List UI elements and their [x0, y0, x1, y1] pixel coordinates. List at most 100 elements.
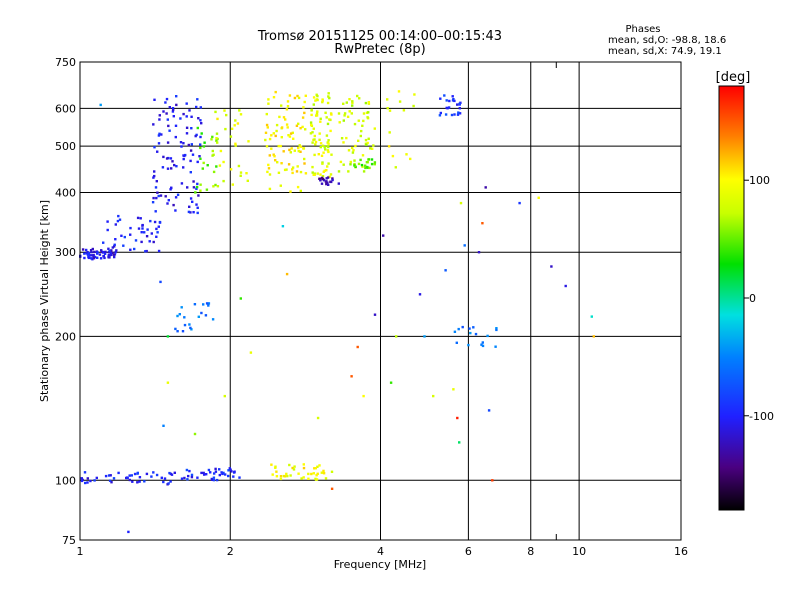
data-point [368, 166, 371, 170]
data-point [472, 326, 475, 329]
data-point [185, 126, 189, 129]
data-point [389, 381, 393, 384]
data-point [173, 471, 176, 474]
data-point [215, 139, 218, 142]
data-point [179, 141, 183, 144]
data-point [451, 95, 454, 98]
data-point [192, 186, 196, 189]
data-point [90, 254, 93, 257]
data-point [491, 479, 494, 482]
y-tick-label: 600 [55, 102, 76, 115]
data-point [187, 143, 190, 147]
data-point [143, 231, 146, 234]
data-point [318, 132, 321, 135]
data-point [444, 269, 447, 272]
data-point [366, 165, 369, 169]
data-point [125, 476, 128, 480]
data-point [326, 176, 330, 179]
data-point [175, 103, 178, 107]
data-point [268, 137, 272, 141]
data-point [90, 250, 93, 254]
data-point [227, 469, 230, 472]
data-point [189, 159, 192, 163]
data-point [197, 117, 200, 120]
data-point [494, 345, 497, 348]
data-point [289, 474, 292, 477]
data-point [298, 144, 301, 147]
data-point [292, 468, 296, 471]
data-point [190, 127, 193, 130]
data-point [234, 142, 237, 145]
chart-title-line2: RwPretec (8p) [334, 42, 425, 57]
data-point [145, 249, 148, 253]
data-point [172, 203, 175, 207]
data-point [297, 122, 300, 125]
data-point [214, 467, 217, 471]
data-point [316, 472, 319, 475]
data-point [318, 138, 321, 141]
data-point [481, 344, 485, 348]
data-point [216, 185, 220, 188]
data-point [364, 138, 368, 142]
data-point [277, 144, 280, 148]
data-point [280, 136, 283, 139]
data-point [322, 151, 325, 154]
data-point [179, 117, 182, 120]
data-point [192, 211, 195, 214]
data-point [353, 159, 356, 162]
data-point [316, 172, 319, 175]
data-point [357, 162, 361, 166]
data-point [166, 381, 170, 384]
data-point [351, 100, 354, 103]
data-point [303, 100, 306, 104]
data-point [207, 304, 210, 307]
data-point [371, 147, 374, 150]
data-point [196, 182, 199, 186]
data-point [370, 158, 374, 161]
data-point [354, 165, 357, 168]
data-point [456, 103, 459, 106]
data-point [109, 252, 113, 255]
data-point [93, 250, 96, 254]
data-point [229, 168, 233, 171]
data-point [228, 467, 231, 470]
colorbar-tick-label: 100 [749, 174, 770, 187]
data-point [337, 182, 340, 185]
data-point [303, 157, 306, 161]
data-point [181, 330, 185, 333]
data-point [112, 477, 116, 480]
data-point [463, 244, 466, 247]
data-point [145, 472, 149, 476]
data-point [211, 149, 214, 153]
data-point [319, 120, 322, 123]
data-point [273, 155, 276, 158]
data-point [143, 480, 146, 483]
data-point [189, 326, 192, 330]
data-point [171, 110, 175, 113]
data-point [224, 473, 227, 476]
data-point [486, 334, 489, 338]
data-point [129, 248, 132, 251]
data-point [231, 183, 234, 186]
data-point [152, 196, 155, 200]
data-point [394, 166, 397, 169]
data-point [158, 118, 161, 121]
data-point [233, 471, 236, 474]
data-point [202, 161, 205, 165]
data-point [81, 248, 85, 251]
data-point [186, 186, 189, 189]
data-point [304, 94, 307, 97]
data-point [347, 170, 350, 173]
data-point [186, 478, 189, 481]
data-point [199, 146, 202, 150]
data-point [438, 114, 442, 117]
data-point [185, 132, 189, 135]
data-point [457, 327, 460, 331]
data-point [319, 179, 322, 182]
data-point [320, 154, 324, 157]
y-tick-label: 300 [55, 246, 76, 259]
data-points [79, 90, 595, 534]
data-point [318, 464, 321, 467]
data-point [162, 110, 165, 113]
data-point [188, 205, 191, 208]
